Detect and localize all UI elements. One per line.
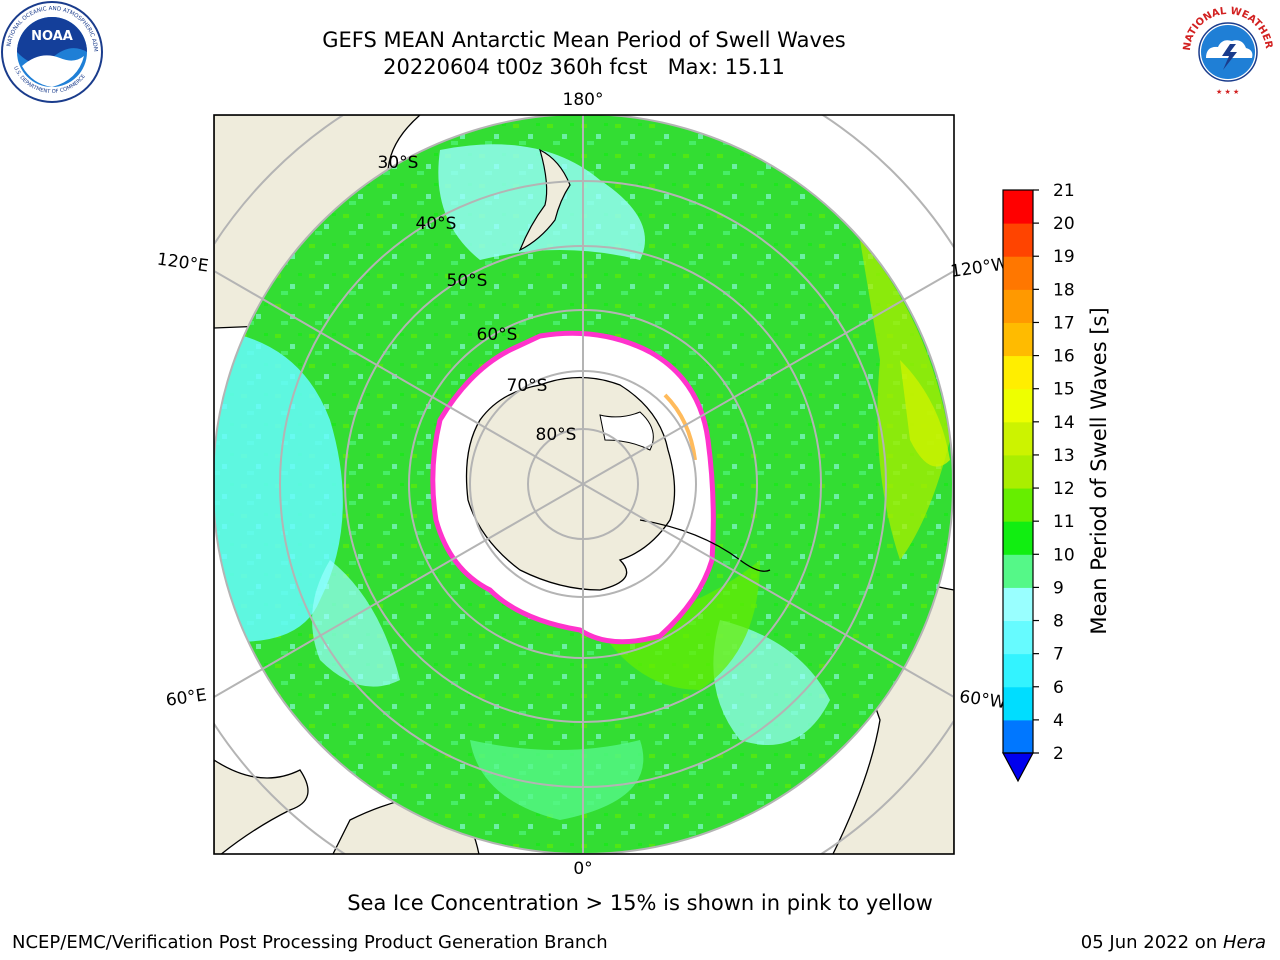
colorbar-segment xyxy=(1003,686,1033,721)
colorbar: 2 4 6 7 8 9 10 11 12 13 14 15 16 17 18 19 20 21 xyxy=(1001,181,1075,783)
chart-title: GEFS MEAN Antarctic Mean Period of Swell… xyxy=(322,28,846,52)
colorbar-tick-label: 15 xyxy=(1053,380,1075,400)
colorbar-segment xyxy=(1003,488,1033,522)
meridian-label-0: 0° xyxy=(573,859,592,879)
graticule xyxy=(214,115,954,854)
nws-logo-icon: NATIONAL WEATHER SERVICE ★ ★ ★ xyxy=(1176,0,1276,98)
colorbar-tick-label: 9 xyxy=(1053,578,1064,598)
colorbar-segment xyxy=(1003,587,1033,622)
colorbar-segment xyxy=(1003,223,1033,257)
colorbar-tick-label: 21 xyxy=(1053,181,1075,201)
colorbar-segment xyxy=(1003,521,1033,555)
meridian-label-120w: 120°W xyxy=(949,254,1009,282)
colorbar-segment xyxy=(1003,256,1033,290)
parallel-label-70s: 70°S xyxy=(507,376,548,396)
colorbar-tick-label: 14 xyxy=(1053,413,1075,433)
colorbar-label: Mean Period of Swell Waves [s] xyxy=(1087,307,1111,634)
colorbar-tick-label: 6 xyxy=(1053,678,1064,698)
colorbar-tick-label: 4 xyxy=(1053,711,1064,731)
chart-subtitle: 20220604 t00z 360h fcst Max: 15.11 xyxy=(383,55,785,79)
footer-credit: NCEP/EMC/Verification Post Processing Pr… xyxy=(12,932,608,953)
colorbar-tick-label: 12 xyxy=(1053,479,1075,499)
meridian-label-60e: 60°E xyxy=(165,685,208,710)
colorbar-tick-label: 20 xyxy=(1053,214,1075,234)
colorbar-segment xyxy=(1003,355,1033,390)
footer-date-text: 05 Jun 2022 on xyxy=(1080,932,1223,953)
colorbar-segment xyxy=(1003,554,1033,588)
meridian-label-180: 180° xyxy=(563,90,604,110)
footer-host: Hera xyxy=(1222,932,1266,953)
colorbar-segment xyxy=(1003,388,1033,423)
colorbar-segment xyxy=(1003,653,1033,688)
footer-date: 05 Jun 2022 on Hera xyxy=(1081,932,1266,953)
colorbar-tick-label: 16 xyxy=(1053,347,1075,367)
map-frame xyxy=(213,114,955,855)
colorbar-segment xyxy=(1003,190,1033,224)
colorbar-segment xyxy=(1003,421,1033,456)
colorbar-extend-triangle xyxy=(1001,752,1035,783)
svg-text:★ ★ ★: ★ ★ ★ xyxy=(1216,88,1239,96)
colorbar-tick-label: 10 xyxy=(1053,545,1075,565)
parallel-label-50s: 50°S xyxy=(447,271,488,291)
colorbar-tick-label: 17 xyxy=(1053,313,1075,333)
parallel-label-60s: 60°S xyxy=(477,325,518,345)
parallel-label-40s: 40°S xyxy=(416,214,457,234)
colorbar-tick-label: 13 xyxy=(1053,446,1075,466)
meridian-label-120e: 120°E xyxy=(156,250,210,277)
meridian-label-60w: 60°W xyxy=(958,687,1007,713)
colorbar-segment xyxy=(1003,322,1033,357)
parallel-label-80s: 80°S xyxy=(536,425,577,445)
colorbar-outline xyxy=(1002,189,1034,754)
noaa-center-text: NOAA xyxy=(31,29,73,44)
colorbar-tick-label: 8 xyxy=(1053,612,1064,632)
colorbar-segment xyxy=(1003,620,1033,655)
colorbar-segment xyxy=(1003,719,1033,754)
colorbar-tick-label: 19 xyxy=(1053,247,1075,267)
parallel-label-30s: 30°S xyxy=(378,153,419,173)
colorbar-tick-label: 11 xyxy=(1053,512,1075,532)
colorbar-tick-label: 2 xyxy=(1053,744,1064,764)
colorbar-tick-label: 18 xyxy=(1053,280,1075,300)
sea-ice-caption: Sea Ice Concentration > 15% is shown in … xyxy=(347,891,933,915)
noaa-logo-icon: NATIONAL OCEANIC AND ATMOSPHERIC ADMINIS… xyxy=(0,0,103,103)
colorbar-tick-label: 7 xyxy=(1053,645,1064,665)
colorbar-segment xyxy=(1003,454,1033,489)
colorbar-segment xyxy=(1003,289,1033,323)
